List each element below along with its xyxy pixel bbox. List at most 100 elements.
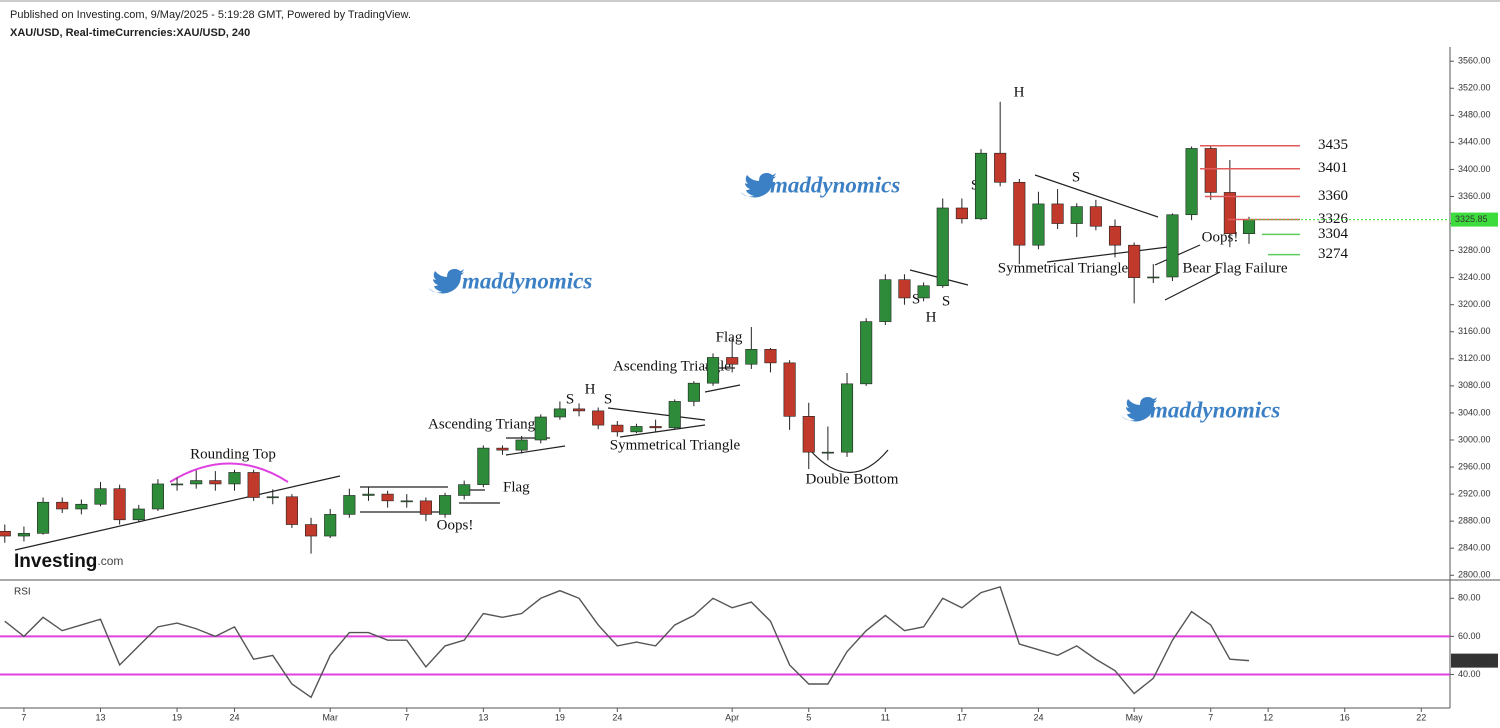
y-tick-label: 2800.00 <box>1458 570 1491 580</box>
y-tick-label: 3440.00 <box>1458 137 1491 147</box>
x-tick-label: 24 <box>1033 712 1043 722</box>
candle-body <box>1089 206 1102 227</box>
annotation: S <box>566 391 574 407</box>
rsi-line <box>4 585 1250 699</box>
candle-body <box>802 416 815 453</box>
annotation: Rounding Top <box>190 446 276 462</box>
candle-body <box>343 495 356 515</box>
annotation: S <box>912 291 920 307</box>
candle-body <box>879 279 892 322</box>
annotation: Ascending Triangle <box>613 358 731 374</box>
candle-body <box>171 483 184 486</box>
x-tick-label: 17 <box>957 712 967 722</box>
candle-body <box>56 501 69 510</box>
candle-body <box>668 401 681 429</box>
bird-icon <box>428 269 464 294</box>
x-tick-label: 24 <box>612 712 622 722</box>
candle-body <box>860 321 873 385</box>
x-tick-label: May <box>1126 712 1144 722</box>
candle-body <box>1166 214 1179 278</box>
x-tick-label: 11 <box>881 712 890 722</box>
y-tick-label: 3120.00 <box>1458 353 1491 363</box>
y-tick-label: 3160.00 <box>1458 326 1491 336</box>
candle-body <box>726 357 739 365</box>
logo: Investing.com <box>14 551 123 572</box>
candle-body <box>821 451 834 454</box>
candle-body <box>974 152 988 220</box>
triangle-line <box>704 384 741 393</box>
candle-body <box>573 408 586 412</box>
logo-name: Investing <box>14 551 97 572</box>
candle-body <box>534 416 547 441</box>
candle-body <box>611 424 624 433</box>
candle-body <box>381 493 394 502</box>
annotation: Ascending Triangle <box>428 416 546 432</box>
candle-body <box>840 383 854 453</box>
x-tick-label: 19 <box>555 712 565 722</box>
annotation: Symmetrical Triangle <box>610 437 741 453</box>
watermark-text: maddynomics <box>770 172 900 197</box>
candle-body <box>553 408 566 418</box>
x-tick-label: 16 <box>1340 712 1350 722</box>
annotation: H <box>585 381 596 397</box>
rounding-arc <box>169 462 289 483</box>
y-tick-label: 3400.00 <box>1458 164 1491 174</box>
y-tick-label: 60.00 <box>1458 631 1481 641</box>
annotation: Oops! <box>437 517 474 533</box>
y-tick-label: 3000.00 <box>1458 434 1491 444</box>
published-note: Published on Investing.com, 9/May/2025 -… <box>10 9 411 21</box>
level-label: 3401 <box>1318 160 1348 176</box>
candle-body <box>1128 244 1141 278</box>
triangle-line <box>619 424 706 438</box>
y-tick-label: 3240.00 <box>1458 272 1491 282</box>
candle-body <box>1108 225 1122 246</box>
x-tick-label: 19 <box>172 712 182 722</box>
candle-body <box>1070 206 1083 224</box>
candle-body <box>649 426 662 429</box>
annotation: S <box>942 293 950 309</box>
candle-body <box>419 500 432 515</box>
candle-body <box>0 530 11 537</box>
y-tick-label: 3520.00 <box>1458 83 1491 93</box>
candle-body <box>400 500 413 503</box>
candle-body <box>458 484 471 496</box>
triangle-line <box>1034 174 1159 218</box>
last-price-label: 3325.85 <box>1455 214 1488 224</box>
last-value-label: 47.2686 <box>1455 655 1488 665</box>
y-tick-label: 2880.00 <box>1458 516 1491 526</box>
y-tick-label: 2960.00 <box>1458 461 1491 471</box>
annotation: Bear Flag Failure <box>1183 260 1288 276</box>
candle-body <box>783 362 796 417</box>
level-label: 3360 <box>1318 188 1348 204</box>
annotation: Double Bottom <box>806 471 899 487</box>
watermark: maddynomics <box>428 268 592 294</box>
annotation: Symmetrical Triangle <box>998 260 1129 276</box>
candle-body <box>1242 219 1256 234</box>
y-tick-label: 40.00 <box>1458 669 1481 679</box>
candle-body <box>745 349 758 365</box>
candle-body <box>764 349 777 364</box>
x-tick-label: 12 <box>1263 712 1273 722</box>
panel-title: RSI <box>14 587 31 598</box>
candle-body <box>955 207 968 220</box>
y-tick-label: 3360.00 <box>1458 191 1491 201</box>
y-tick-label: 3040.00 <box>1458 407 1491 417</box>
candle-body <box>1032 203 1045 246</box>
candle-body <box>1147 276 1160 279</box>
annotation: S <box>1072 169 1080 185</box>
candle-body <box>151 483 164 510</box>
y-tick-label: 3080.00 <box>1458 380 1491 390</box>
candle-body <box>285 496 298 525</box>
y-tick-label: 3280.00 <box>1458 245 1491 255</box>
candle-body <box>592 410 605 426</box>
level-label: 3304 <box>1318 226 1349 242</box>
x-tick-label: 22 <box>1416 712 1426 722</box>
annotation: Flag <box>503 479 530 495</box>
level-label: 3435 <box>1318 137 1348 153</box>
candle-body <box>266 496 279 499</box>
candle-body <box>496 447 509 451</box>
candle-body <box>75 503 88 510</box>
candle-body <box>113 488 126 521</box>
watermark-text: maddynomics <box>462 268 592 293</box>
